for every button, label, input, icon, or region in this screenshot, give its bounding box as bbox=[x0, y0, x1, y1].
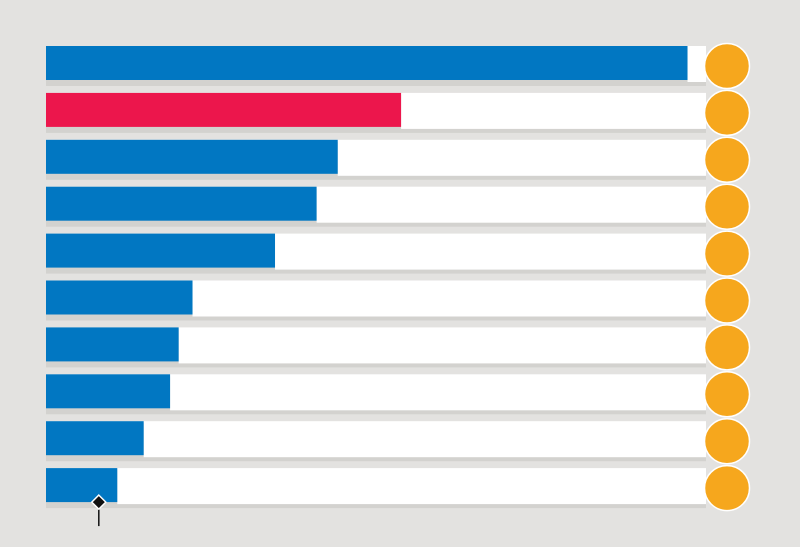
row-dot bbox=[703, 417, 751, 465]
reference-marker bbox=[90, 494, 107, 527]
bar-row-2 bbox=[46, 89, 751, 137]
bar-row-8 bbox=[46, 371, 751, 418]
row-dot bbox=[703, 42, 751, 90]
bar-row-4 bbox=[46, 183, 751, 230]
bar-row-9 bbox=[46, 417, 751, 465]
bar-row-7 bbox=[46, 324, 751, 371]
marker-diamond bbox=[90, 494, 107, 511]
bar-highlighted bbox=[46, 92, 402, 127]
bar-row-6 bbox=[46, 277, 751, 324]
bar-track bbox=[46, 421, 706, 458]
bar bbox=[46, 233, 276, 268]
bar-row-3 bbox=[46, 136, 751, 184]
bar bbox=[46, 139, 338, 174]
bar-row-5 bbox=[46, 230, 751, 277]
bar bbox=[46, 374, 171, 409]
bar bbox=[46, 421, 144, 456]
row-dot bbox=[703, 277, 751, 324]
row-dot bbox=[703, 136, 751, 184]
bar bbox=[46, 468, 118, 503]
row-dot bbox=[703, 464, 751, 512]
bar bbox=[46, 46, 688, 80]
bar-rows bbox=[46, 42, 751, 512]
row-dot bbox=[703, 183, 751, 230]
bar bbox=[46, 327, 179, 362]
row-dot bbox=[703, 371, 751, 418]
bar-track bbox=[46, 468, 706, 505]
bar bbox=[46, 280, 193, 315]
row-dot bbox=[703, 324, 751, 371]
bar-row-10 bbox=[46, 464, 751, 512]
bar-row-1 bbox=[46, 42, 751, 90]
row-dot bbox=[703, 89, 751, 137]
row-dot bbox=[703, 230, 751, 277]
bar bbox=[46, 186, 317, 221]
